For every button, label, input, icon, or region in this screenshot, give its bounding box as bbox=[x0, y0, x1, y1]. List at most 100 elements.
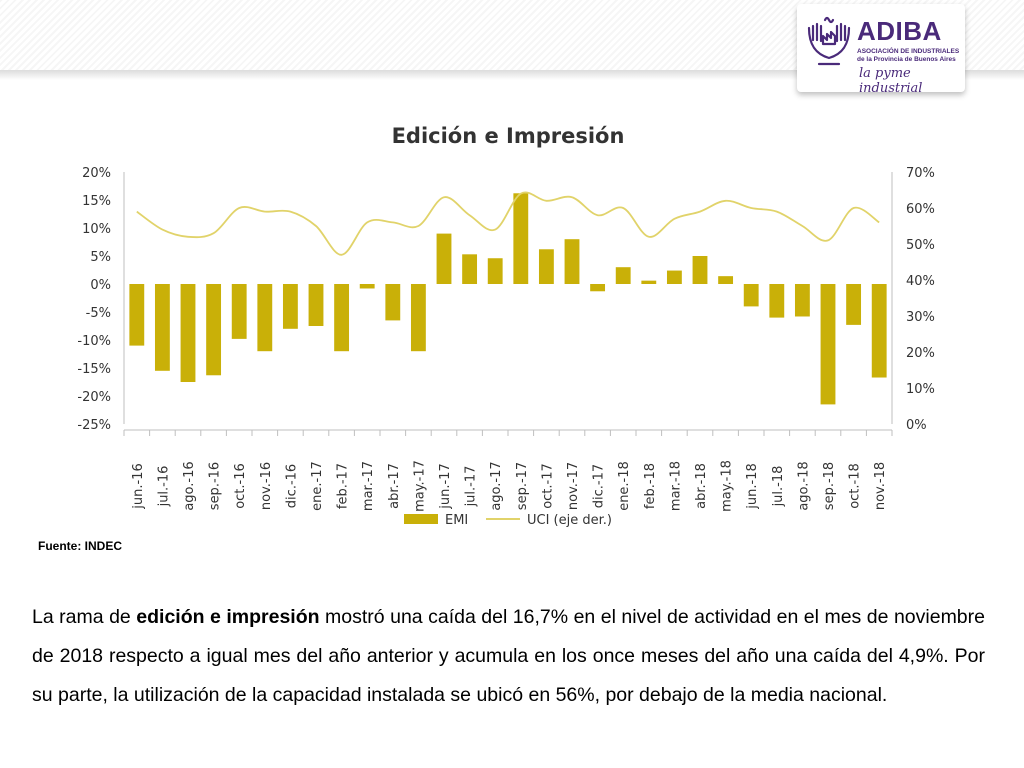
emi-bar bbox=[487, 258, 503, 284]
emi-bar bbox=[129, 284, 145, 346]
logo-subtitle-line2: de la Provincia de Buenos Aires bbox=[857, 56, 956, 63]
left-tick-label: 0% bbox=[90, 278, 111, 293]
x-tick-label: feb.-18 bbox=[643, 463, 658, 509]
x-tick-label: mar.-18 bbox=[668, 461, 683, 511]
legend-uci-label: UCI (eje der.) bbox=[527, 513, 612, 528]
emi-bar bbox=[334, 284, 350, 352]
emi-bar bbox=[206, 284, 222, 376]
paragraph-bold: edición e impresión bbox=[136, 606, 320, 628]
emi-bar bbox=[794, 284, 810, 317]
emi-bar bbox=[257, 284, 273, 352]
emi-bar bbox=[359, 284, 375, 289]
left-tick-label: -25% bbox=[77, 418, 111, 433]
adiba-logo: ADIBA ASOCIACIÓN DE INDUSTRIALES de la P… bbox=[797, 4, 965, 96]
paragraph-part2: mostró una caída del 16,7% en el nivel d… bbox=[32, 606, 985, 706]
right-axis: 70% 60% 50% 40% 30% 20% 10% 0% bbox=[891, 166, 935, 433]
x-tick-label: dic.-17 bbox=[592, 464, 607, 508]
left-tick-label: -15% bbox=[77, 362, 111, 377]
left-axis: 20% 15% 10% 5% 0% -5% -10% -15% -20% -25% bbox=[77, 166, 125, 433]
emi-bars bbox=[129, 193, 887, 405]
emi-bar bbox=[641, 280, 657, 284]
logo-slogan: la pyme industrial bbox=[859, 66, 923, 96]
uci-line bbox=[136, 191, 880, 256]
emi-bar bbox=[743, 284, 759, 307]
x-tick-label: oct.-17 bbox=[540, 463, 555, 509]
paragraph-part1: La rama de bbox=[32, 606, 137, 628]
x-tick-label: may.-17 bbox=[412, 460, 427, 512]
x-tick-label: sep.-16 bbox=[208, 462, 223, 510]
right-tick-label: 70% bbox=[906, 166, 935, 181]
emi-bar bbox=[846, 284, 862, 325]
x-tick-label: jun.-16 bbox=[131, 463, 146, 509]
x-tick-label: jul.-17 bbox=[464, 466, 479, 508]
right-tick-label: 40% bbox=[906, 274, 935, 289]
left-tick-label: -20% bbox=[77, 390, 111, 405]
x-tick-label: sep.-17 bbox=[515, 462, 530, 510]
edicion-impresion-chart: Edición e Impresión 20% 15% 10% 5% 0% -5% -10%… bbox=[77, 124, 935, 528]
emi-bar bbox=[666, 270, 682, 284]
x-tick-label: ago.-17 bbox=[489, 461, 504, 510]
x-tick-label: ago.-18 bbox=[796, 461, 811, 510]
x-tick-label: nov.-16 bbox=[259, 462, 274, 510]
x-tick-label: mar.-17 bbox=[361, 461, 376, 511]
emi-bar bbox=[436, 233, 452, 284]
emi-bar bbox=[769, 284, 785, 318]
emi-bar bbox=[513, 193, 529, 284]
chart-legend: EMI UCI (eje der.) bbox=[404, 513, 612, 528]
emi-bar bbox=[462, 254, 478, 284]
x-tick-label: ene.-17 bbox=[310, 461, 325, 511]
x-tick-label: sep.-18 bbox=[822, 462, 837, 510]
right-tick-label: 20% bbox=[906, 346, 935, 361]
header-band-shadow bbox=[0, 70, 1024, 80]
emi-bar bbox=[820, 284, 836, 405]
emi-bar bbox=[282, 284, 298, 329]
right-tick-label: 0% bbox=[906, 418, 927, 433]
emi-bar bbox=[154, 284, 170, 371]
x-tick-label: jun.-17 bbox=[438, 463, 453, 509]
x-tick-label: feb.-17 bbox=[336, 463, 351, 509]
summary-paragraph: La rama de edición e impresión mostró un… bbox=[32, 598, 985, 715]
logo-name: ADIBA bbox=[857, 16, 942, 46]
x-tick-label: oct.-18 bbox=[848, 463, 863, 509]
chart-title: Edición e Impresión bbox=[392, 124, 625, 148]
left-tick-label: -10% bbox=[77, 334, 111, 349]
x-tick-label: oct.-16 bbox=[233, 463, 248, 509]
left-tick-label: 20% bbox=[82, 166, 111, 181]
source-note: Fuente: INDEC bbox=[38, 539, 122, 553]
left-tick-label: 15% bbox=[82, 194, 111, 209]
left-tick-label: -5% bbox=[86, 306, 111, 321]
logo-subtitle: ASOCIACIÓN DE INDUSTRIALES de la Provinc… bbox=[857, 48, 961, 64]
emi-bar bbox=[564, 239, 580, 284]
emi-bar bbox=[231, 284, 247, 339]
emi-bar bbox=[718, 276, 734, 284]
right-tick-label: 60% bbox=[906, 202, 935, 217]
logo-subtitle-line1: ASOCIACIÓN DE INDUSTRIALES bbox=[857, 48, 960, 55]
x-tick-label: ene.-18 bbox=[617, 461, 632, 511]
right-tick-label: 50% bbox=[906, 238, 935, 253]
emi-bar bbox=[180, 284, 196, 382]
right-tick-label: 30% bbox=[906, 310, 935, 325]
emi-bar bbox=[385, 284, 401, 321]
left-tick-label: 5% bbox=[90, 250, 111, 265]
x-tick-label: jul.-18 bbox=[771, 466, 786, 508]
legend-emi-swatch bbox=[404, 514, 438, 524]
emi-bar bbox=[410, 284, 426, 352]
x-tick-label: jun.-18 bbox=[745, 463, 760, 509]
x-tick-label: nov.-17 bbox=[566, 462, 581, 510]
left-tick-label: 10% bbox=[82, 222, 111, 237]
emi-bar bbox=[692, 256, 708, 284]
x-tick-label: nov.-18 bbox=[873, 462, 888, 510]
right-tick-label: 10% bbox=[906, 382, 935, 397]
emi-bar bbox=[308, 284, 324, 326]
emi-bar bbox=[538, 249, 554, 284]
emi-bar bbox=[615, 267, 631, 284]
legend-emi-label: EMI bbox=[445, 513, 468, 528]
x-tick-label: dic.-16 bbox=[284, 464, 299, 508]
x-tick-label: jul.-16 bbox=[156, 466, 171, 508]
x-tick-label: ago.-16 bbox=[182, 461, 197, 510]
x-tick-label: may.-18 bbox=[720, 460, 735, 512]
hands-factory-icon bbox=[807, 16, 851, 66]
uci-line-layer bbox=[136, 191, 880, 256]
emi-bar bbox=[871, 284, 887, 378]
emi-bar bbox=[590, 284, 606, 292]
